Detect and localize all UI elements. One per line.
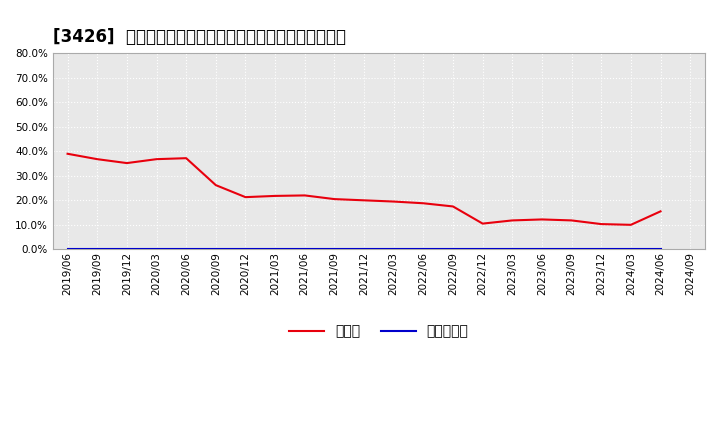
現顔金 [271, 193, 279, 198]
有利子負債 [419, 247, 428, 252]
有利子負債 [390, 247, 398, 252]
現顔金 [508, 218, 517, 223]
現顔金 [390, 199, 398, 204]
有利子負債 [567, 247, 576, 252]
現顔金 [597, 221, 606, 227]
現顔金 [419, 201, 428, 206]
有利子負債 [182, 247, 191, 252]
現顔金 [360, 198, 369, 203]
有利子負債 [122, 247, 131, 252]
有利子負債 [478, 247, 487, 252]
現顔金 [241, 194, 250, 200]
有利子負債 [241, 247, 250, 252]
有利子負債 [656, 247, 665, 252]
有利子負債 [508, 247, 517, 252]
現顔金 [300, 193, 309, 198]
現顔金 [449, 204, 457, 209]
有利子負債 [330, 247, 338, 252]
現顔金 [330, 196, 338, 202]
有利子負債 [300, 247, 309, 252]
有利子負債 [271, 247, 279, 252]
現顔金 [122, 161, 131, 166]
有利子負債 [93, 247, 102, 252]
現顔金 [626, 222, 635, 227]
現顔金 [182, 156, 191, 161]
現顔金 [93, 157, 102, 162]
現顔金 [152, 157, 161, 162]
現顔金 [538, 217, 546, 222]
有利子負債 [626, 247, 635, 252]
有利子負債 [538, 247, 546, 252]
有利子負債 [212, 247, 220, 252]
有利子負債 [152, 247, 161, 252]
Line: 現顔金: 現顔金 [68, 154, 660, 225]
現顔金 [478, 221, 487, 226]
有利子負債 [63, 247, 72, 252]
有利子負債 [449, 247, 457, 252]
Legend: 現顔金, 有利子負債: 現顔金, 有利子負債 [284, 319, 474, 344]
現顔金 [656, 209, 665, 214]
現顔金 [212, 183, 220, 188]
現顔金 [63, 151, 72, 156]
有利子負債 [360, 247, 369, 252]
有利子負債 [597, 247, 606, 252]
Text: [3426]  現預金、有利子負債の総資産に対する比率の推移: [3426] 現預金、有利子負債の総資産に対する比率の推移 [53, 28, 346, 46]
現顔金 [567, 218, 576, 223]
